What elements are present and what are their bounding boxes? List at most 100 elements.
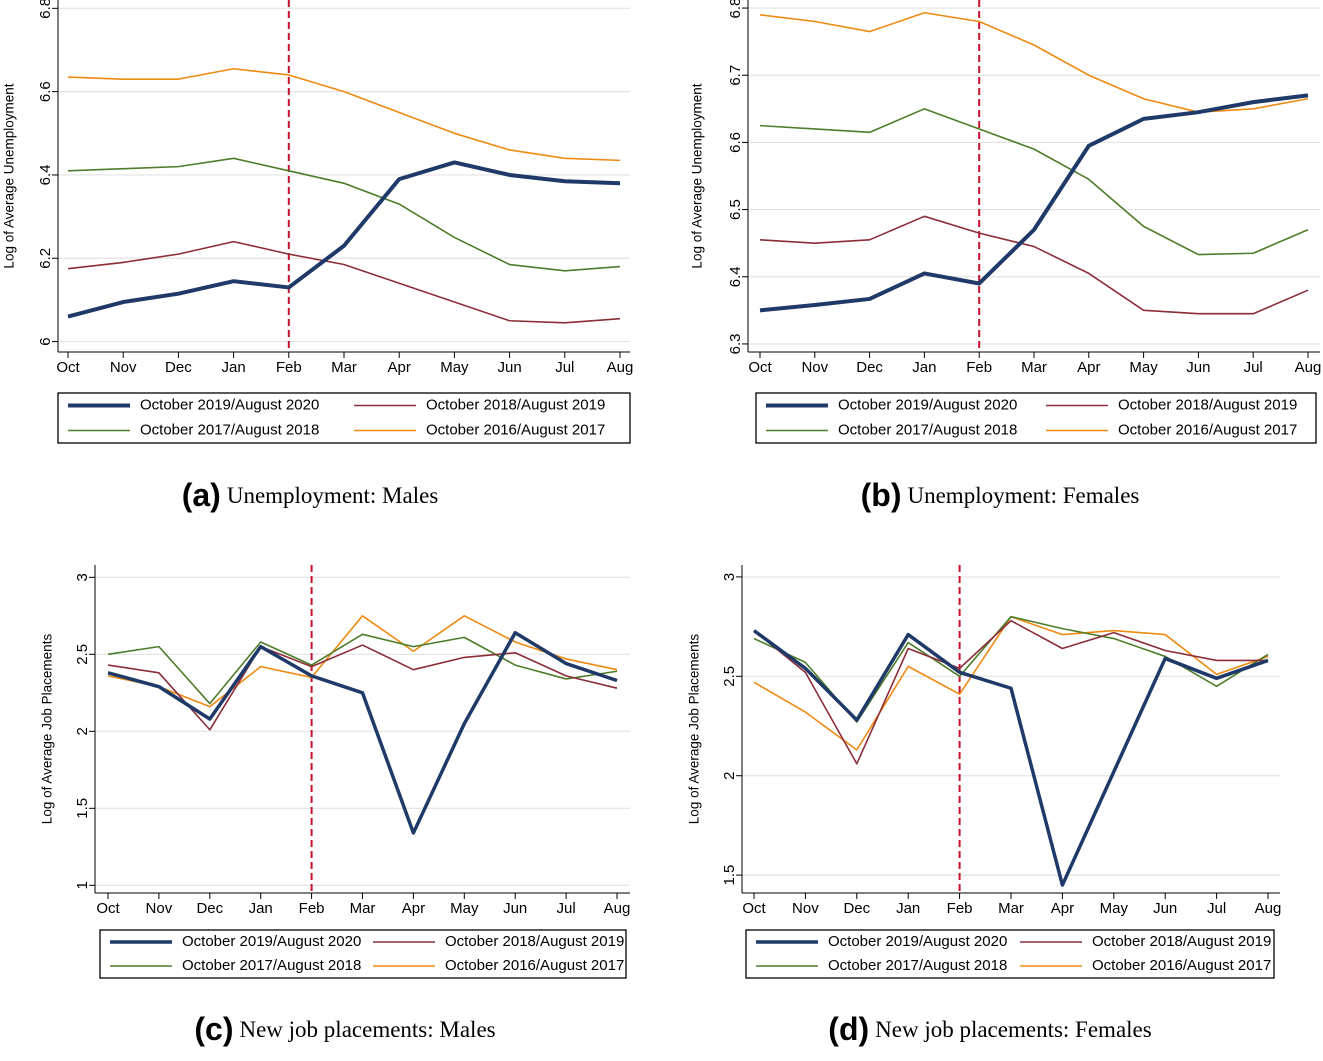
plot-area [742,565,1280,893]
x-tick-label: Feb [947,900,973,917]
x-tick-label: Oct [742,900,766,917]
y-tick-label: 6.5 [727,199,744,220]
x-tick-label: Dec [196,900,223,917]
x-tick-label: Jul [557,900,576,917]
y-tick-label: 2.5 [74,644,91,665]
caption: (d) New job placements: Females [828,1011,1151,1047]
x-tick-label: Mar [350,900,376,917]
caption: (a) Unemployment: Males [182,477,439,513]
legend-label: October 2017/August 2018 [140,421,319,438]
series-line [67,160,621,319]
y-tick-label: 6.8 [727,0,744,18]
legend-box [755,392,1317,444]
series-line [67,67,621,162]
panel: 6.3 6.4 6.5 6.6 6.7 6.8 Oct Nov Dec Jan Feb Mar Apr M… [690,0,1322,513]
legend-box [57,392,631,444]
x-tick-label: Mar [1021,359,1047,376]
x-tick-label: Jun [1186,359,1210,376]
y-tick-label: 3 [74,573,91,581]
x-tick-label: May [450,900,479,917]
y-tick-label: 6.4 [727,266,744,287]
x-tick-label: May [1100,900,1129,917]
x-tick-label: Aug [607,359,634,376]
y-tick-label: 1.5 [721,865,738,886]
x-tick-label: Jun [498,359,522,376]
series-line [753,619,1268,765]
caption-text: Unemployment: Males [227,483,438,508]
y-axis-title: Log of Average Unemployment [2,83,17,268]
x-tick-label: Jan [222,359,246,376]
y-tick-label: 6.8 [37,0,54,19]
caption-text: New job placements: Males [239,1017,495,1042]
panel: 6 6.2 6.4 6.6 6.8 Oct Nov Dec Jan Feb Mar Apr May Jun… [2,0,634,513]
y-tick-label: 2.5 [721,666,738,687]
legend-label: October 2018/August 2019 [1118,396,1297,413]
caption: (b) Unemployment: Females [861,477,1140,513]
x-tick-label: Jul [1244,359,1263,376]
x-tick-label: Dec [856,359,883,376]
plot-area [748,0,1320,352]
x-tick-label: Jul [1207,900,1226,917]
x-tick-label: Aug [604,900,631,917]
x-tick-label: Apr [402,900,425,917]
legend-label: October 2017/August 2018 [182,957,361,974]
x-tick-label: Jan [912,359,936,376]
series-line [107,633,618,705]
x-tick-label: Dec [165,359,192,376]
x-tick-label: Nov [110,359,137,376]
x-tick-label: Mar [331,359,357,376]
plot-area [95,565,630,893]
y-tick-label: 6.3 [727,334,744,355]
x-tick-label: Nov [146,900,173,917]
panel: 1.5 2 2.5 3 Oct Nov Dec Jan Feb Mar Apr May Jun Jul Au… [687,565,1281,1047]
x-tick-label: Apr [1051,900,1074,917]
x-tick-label: Feb [276,359,302,376]
series-line [107,644,618,731]
legend-label: October 2018/August 2019 [1092,933,1271,950]
y-tick-label: 6.7 [727,65,744,86]
caption-label: (a) [182,477,221,513]
legend-label: October 2016/August 2017 [445,957,624,974]
legend-box [745,929,1275,979]
x-tick-label: Feb [966,359,992,376]
y-tick-label: 1.5 [74,798,91,819]
panel: 1 1.5 2 2.5 3 Oct Nov Dec Jan Feb Mar Apr May Jun Jul A… [40,565,631,1047]
series-line [67,240,621,324]
y-tick-label: 2 [721,772,738,780]
legend-label: October 2019/August 2020 [182,933,361,950]
legend-box [99,929,627,979]
y-tick-label: 6.6 [727,132,744,153]
legend-label: October 2016/August 2017 [1118,421,1297,438]
x-tick-label: Jun [1153,900,1177,917]
caption-label: (c) [194,1011,233,1047]
x-tick-label: Mar [998,900,1024,917]
series-line [759,108,1309,256]
y-axis-title: Log of Average Unemployment [690,83,705,268]
x-tick-label: May [1129,359,1158,376]
caption-label: (b) [861,477,902,513]
y-axis-title: Log of Average Job Placements [687,634,702,825]
caption-text: Unemployment: Females [907,483,1139,508]
x-tick-label: Aug [1295,359,1322,376]
series-line [759,93,1309,313]
legend-label: October 2016/August 2017 [426,421,605,438]
x-tick-label: Nov [792,900,819,917]
legend-label: October 2019/August 2020 [140,396,319,413]
legend-label: October 2017/August 2018 [828,957,1007,974]
x-tick-label: May [440,359,469,376]
legend-label: October 2018/August 2019 [426,396,605,413]
x-tick-label: Apr [1077,359,1100,376]
series-line [107,631,618,835]
x-tick-label: Dec [843,900,870,917]
y-tick-label: 6.2 [37,248,54,269]
caption: (c) New job placements: Males [194,1011,495,1047]
series-line [759,11,1309,113]
series-line [759,215,1309,315]
y-tick-label: 6.4 [37,165,54,186]
caption-label: (d) [828,1011,869,1047]
x-tick-label: Jun [503,900,527,917]
series-line [107,615,618,708]
y-axis-title: Log of Average Job Placements [40,634,55,825]
x-tick-label: Oct [748,359,772,376]
